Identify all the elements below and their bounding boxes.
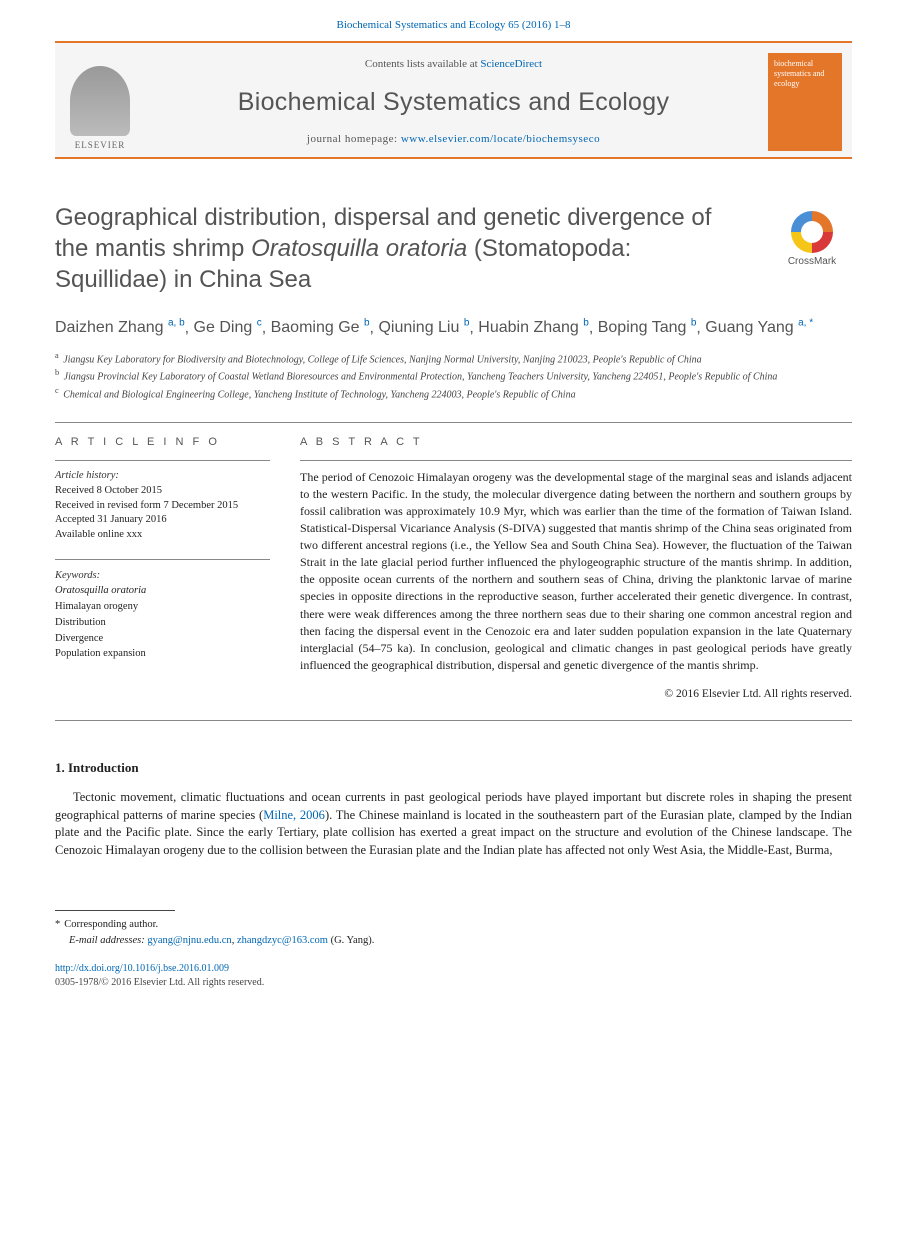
info-abstract-row: A R T I C L E I N F O Article history: R… — [55, 435, 852, 702]
footnote-divider — [55, 910, 175, 911]
elsevier-tree-icon — [70, 66, 130, 136]
corresponding-author-note: *Corresponding author. — [69, 917, 852, 933]
crossmark-icon — [791, 211, 833, 253]
author-name: Daizhen Zhang — [55, 319, 164, 336]
keywords-heading: Keywords: — [55, 568, 270, 584]
author-name: Ge Ding — [194, 319, 253, 336]
footnotes-block: *Corresponding author. E-mail addresses:… — [55, 917, 852, 949]
author: Qiuning Liu b — [378, 319, 469, 336]
journal-title: Biochemical Systematics and Ecology — [55, 85, 852, 120]
affiliation-text: Jiangsu Key Laboratory for Biodiversity … — [63, 354, 701, 365]
affiliations-block: a Jiangsu Key Laboratory for Biodiversit… — [55, 350, 852, 402]
history-heading: Article history: — [55, 469, 270, 484]
abstract-label: A B S T R A C T — [300, 435, 852, 450]
journal-homepage-link[interactable]: www.elsevier.com/locate/biochemsyseco — [401, 133, 600, 145]
journal-homepage-text: journal homepage: www.elsevier.com/locat… — [55, 132, 852, 147]
introduction-paragraph: Tectonic movement, climatic fluctuations… — [55, 789, 852, 860]
affiliation: a Jiangsu Key Laboratory for Biodiversit… — [55, 350, 852, 367]
citation-link[interactable]: Milne, 2006 — [263, 808, 325, 822]
info-divider — [55, 460, 270, 461]
email-label: E-mail addresses: — [69, 935, 145, 946]
abstract-copyright: © 2016 Elsevier Ltd. All rights reserved… — [300, 686, 852, 702]
affiliation-sup: b — [55, 368, 59, 377]
affiliation-ref-link[interactable]: b — [464, 318, 470, 329]
author-name: Qiuning Liu — [378, 319, 459, 336]
author: Ge Ding c — [194, 319, 262, 336]
abstract-column: A B S T R A C T The period of Cenozoic H… — [300, 435, 852, 702]
affiliation-ref-link[interactable]: c — [257, 318, 262, 329]
affiliation-text: Chemical and Biological Engineering Coll… — [63, 389, 575, 400]
affiliation-sup: c — [55, 386, 59, 395]
keyword: Population expansion — [55, 646, 270, 662]
keyword: Himalayan orogeny — [55, 599, 270, 615]
affiliation-text: Jiangsu Provincial Key Laboratory of Coa… — [64, 372, 778, 383]
journal-cover-thumbnail[interactable]: biochemical systematics and ecology — [768, 53, 842, 151]
corresp-text: Corresponding author. — [64, 919, 158, 930]
info-divider — [55, 559, 270, 560]
crossmark-label: CrossMark — [772, 255, 852, 269]
history-line: Received in revised form 7 December 2015 — [55, 499, 270, 514]
author: Baoming Ge b — [271, 319, 370, 336]
doi-link[interactable]: http://dx.doi.org/10.1016/j.bse.2016.01.… — [55, 963, 229, 974]
abstract-divider — [300, 460, 852, 461]
keywords-block: Keywords: Oratosquilla oratoria Himalaya… — [55, 568, 270, 663]
affiliation: c Chemical and Biological Engineering Co… — [55, 385, 852, 402]
homepage-prefix: journal homepage: — [307, 133, 401, 145]
running-head-citation: Biochemical Systematics and Ecology 65 (… — [0, 0, 907, 41]
affiliation-ref-link[interactable]: b — [691, 318, 697, 329]
author: Daizhen Zhang a, b — [55, 319, 185, 336]
author-name: Baoming Ge — [271, 319, 360, 336]
sciencedirect-link[interactable]: ScienceDirect — [480, 58, 542, 70]
article-title: Geographical distribution, dispersal and… — [55, 203, 852, 295]
keyword-italic: Oratosquilla oratoria — [55, 585, 146, 596]
affiliation-sup: a — [55, 351, 59, 360]
article-title-block: Geographical distribution, dispersal and… — [55, 203, 852, 295]
author-name: Guang Yang — [705, 319, 793, 336]
affiliation-ref-link[interactable]: a, * — [798, 318, 813, 329]
history-line: Accepted 31 January 2016 — [55, 513, 270, 528]
contents-available-text: Contents lists available at ScienceDirec… — [55, 57, 852, 72]
journal-header-band: ELSEVIER Contents lists available at Sci… — [55, 41, 852, 159]
keyword: Distribution — [55, 615, 270, 631]
affiliation-ref-link[interactable]: b — [364, 318, 370, 329]
email-link[interactable]: gyang@njnu.edu.cn — [147, 935, 231, 946]
bottom-identifier-block: http://dx.doi.org/10.1016/j.bse.2016.01.… — [55, 962, 852, 990]
section-divider — [55, 422, 852, 423]
elsevier-wordmark: ELSEVIER — [75, 139, 126, 152]
author: Boping Tang b — [598, 319, 697, 336]
article-info-label: A R T I C L E I N F O — [55, 435, 270, 450]
affiliation-ref-link[interactable]: a, b — [168, 318, 185, 329]
keyword: Divergence — [55, 631, 270, 647]
keyword: Oratosquilla oratoria — [55, 583, 270, 599]
title-species-italic: Oratosquilla oratoria — [251, 235, 467, 262]
author: Guang Yang a, * — [705, 319, 813, 336]
introduction-heading: 1. Introduction — [55, 759, 852, 777]
affiliation: b Jiangsu Provincial Key Laboratory of C… — [55, 367, 852, 384]
issn-copyright-line: 0305-1978/© 2016 Elsevier Ltd. All right… — [55, 976, 852, 990]
citation-link[interactable]: Biochemical Systematics and Ecology 65 (… — [336, 19, 570, 31]
history-line: Received 8 October 2015 — [55, 484, 270, 499]
email-author-name: (G. Yang). — [328, 935, 374, 946]
affiliation-ref-link[interactable]: b — [583, 318, 589, 329]
email-link[interactable]: zhangdzyc@163.com — [237, 935, 328, 946]
article-info-column: A R T I C L E I N F O Article history: R… — [55, 435, 270, 702]
author-list: Daizhen Zhang a, b, Ge Ding c, Baoming G… — [55, 316, 852, 340]
author: Huabin Zhang b — [478, 319, 589, 336]
crossmark-widget[interactable]: CrossMark — [772, 211, 852, 269]
contents-prefix: Contents lists available at — [365, 58, 480, 70]
author-name: Huabin Zhang — [478, 319, 579, 336]
elsevier-logo[interactable]: ELSEVIER — [65, 53, 135, 151]
section-divider — [55, 720, 852, 721]
author-name: Boping Tang — [598, 319, 687, 336]
email-line: E-mail addresses: gyang@njnu.edu.cn, zha… — [69, 933, 852, 949]
history-line: Available online xxx — [55, 528, 270, 543]
abstract-text: The period of Cenozoic Himalayan orogeny… — [300, 469, 852, 673]
footnote-star-icon: * — [55, 919, 60, 930]
article-history-block: Article history: Received 8 October 2015… — [55, 469, 270, 542]
